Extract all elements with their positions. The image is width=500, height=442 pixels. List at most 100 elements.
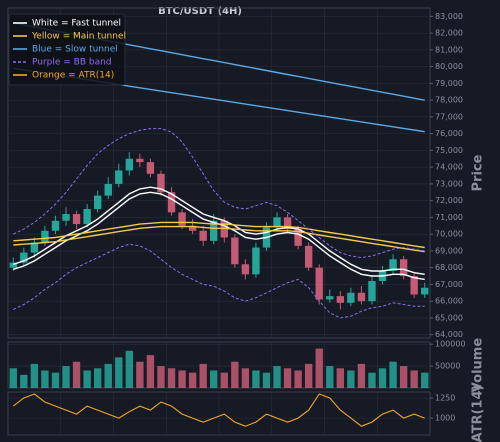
volume-bar (125, 350, 134, 388)
candle-body (41, 230, 49, 243)
legend: White = Fast tunnel Yellow = Main tunnel B… (8, 13, 126, 86)
volume-bar (294, 370, 302, 388)
volume-bar (9, 368, 17, 388)
volume-bar (220, 372, 228, 388)
volume-bar (336, 368, 345, 388)
candle-body (273, 217, 281, 228)
candle-body (421, 287, 429, 295)
candle-body (210, 220, 218, 241)
candle-body (136, 158, 144, 163)
volume-bar (304, 363, 313, 388)
candle-body (315, 267, 323, 300)
volume-bar (421, 372, 429, 388)
candle-body (368, 281, 376, 302)
candle-body (410, 276, 418, 295)
candle-body (347, 292, 355, 303)
y-tick-label: 64,000 (435, 330, 463, 339)
volume-bar (283, 368, 292, 388)
legend-label: Orange = ATR(14) (32, 71, 114, 81)
candle-body (62, 214, 70, 221)
volume-bar (347, 370, 355, 388)
volume-bar (389, 361, 397, 388)
legend-label: Blue = Slow tunnel (32, 45, 118, 55)
line-lower (13, 225, 425, 253)
volume-bar (93, 368, 102, 388)
y-tick-label: 50000 (435, 362, 460, 371)
candle-body (304, 245, 313, 268)
candle-body (115, 170, 123, 184)
y-tick-label: 73,000 (435, 179, 463, 188)
volume-bar (210, 370, 218, 388)
legend-label: White = Fast tunnel (32, 19, 121, 29)
candle-body (178, 212, 186, 226)
volume-bar (378, 368, 387, 388)
candle-body (157, 173, 165, 193)
candle-body (72, 214, 81, 225)
volume-bar (157, 366, 165, 388)
candle-body (104, 183, 112, 196)
y-axis-label: ATR(14) (471, 385, 486, 442)
volume-bar (326, 366, 334, 388)
candle-body (241, 264, 250, 275)
volume-bar (252, 370, 260, 388)
atr-line (12, 393, 425, 427)
candle-body (326, 296, 334, 300)
line-lower (13, 243, 425, 319)
y-tick-label: 65,000 (435, 313, 463, 322)
volume-bar (241, 368, 250, 388)
y-tick-label: 100000 (435, 340, 466, 349)
line-upper (13, 186, 425, 275)
volume-bar (357, 363, 366, 388)
candle-body (51, 220, 60, 231)
legend-box (8, 13, 126, 86)
volume-bar (115, 357, 123, 388)
volume-bar (51, 372, 60, 388)
y-tick-label: 68,000 (435, 263, 463, 272)
y-tick-label: 77,000 (435, 112, 463, 121)
candle-body (83, 209, 91, 225)
y-tick-label: 78,000 (435, 96, 463, 105)
y-tick-label: 79,000 (435, 79, 463, 88)
candle-body (167, 192, 176, 213)
y-axis-label: Volume (471, 338, 486, 393)
volume-bar (41, 370, 49, 388)
y-tick-label: 83,000 (435, 12, 463, 21)
candle-body (231, 237, 239, 265)
volume-bar (315, 348, 323, 388)
candle-body (199, 230, 207, 241)
volume-bar (231, 361, 239, 388)
y-tick-label: 70,000 (435, 230, 463, 239)
y-tick-label: 67,000 (435, 280, 463, 289)
volume-bar (104, 363, 112, 388)
y-axis-label: Price (471, 154, 486, 191)
y-tick-label: 75,000 (435, 146, 463, 155)
volume-bar (199, 363, 207, 388)
y-tick-label: 81,000 (435, 45, 463, 54)
y-tick-label: 1250 (435, 394, 455, 403)
y-tick-label: 69,000 (435, 246, 463, 255)
y-tick-label: 76,000 (435, 129, 463, 138)
volume-bar (136, 361, 144, 388)
volume-bar (262, 372, 271, 388)
volume-bar (273, 366, 281, 388)
candle-body (283, 217, 292, 230)
candle-body (252, 247, 260, 275)
candle-body (357, 292, 366, 302)
y-tick-label: 66,000 (435, 297, 463, 306)
volume-bar (399, 366, 408, 388)
candle-body (146, 162, 155, 174)
line-upper (13, 221, 425, 249)
candle-body (188, 225, 197, 231)
chart-title: BTC/USDT (4H) (158, 6, 242, 17)
volume-bar (146, 355, 155, 388)
candle-body (30, 242, 39, 253)
y-tick-label: 74,000 (435, 163, 463, 172)
y-tick-label: 80,000 (435, 62, 463, 71)
volume-bar (188, 372, 197, 388)
candle-body (93, 195, 102, 210)
candle-body (220, 220, 228, 238)
candle-body (294, 229, 302, 246)
y-tick-label: 72,000 (435, 196, 463, 205)
candle-body (9, 262, 17, 268)
